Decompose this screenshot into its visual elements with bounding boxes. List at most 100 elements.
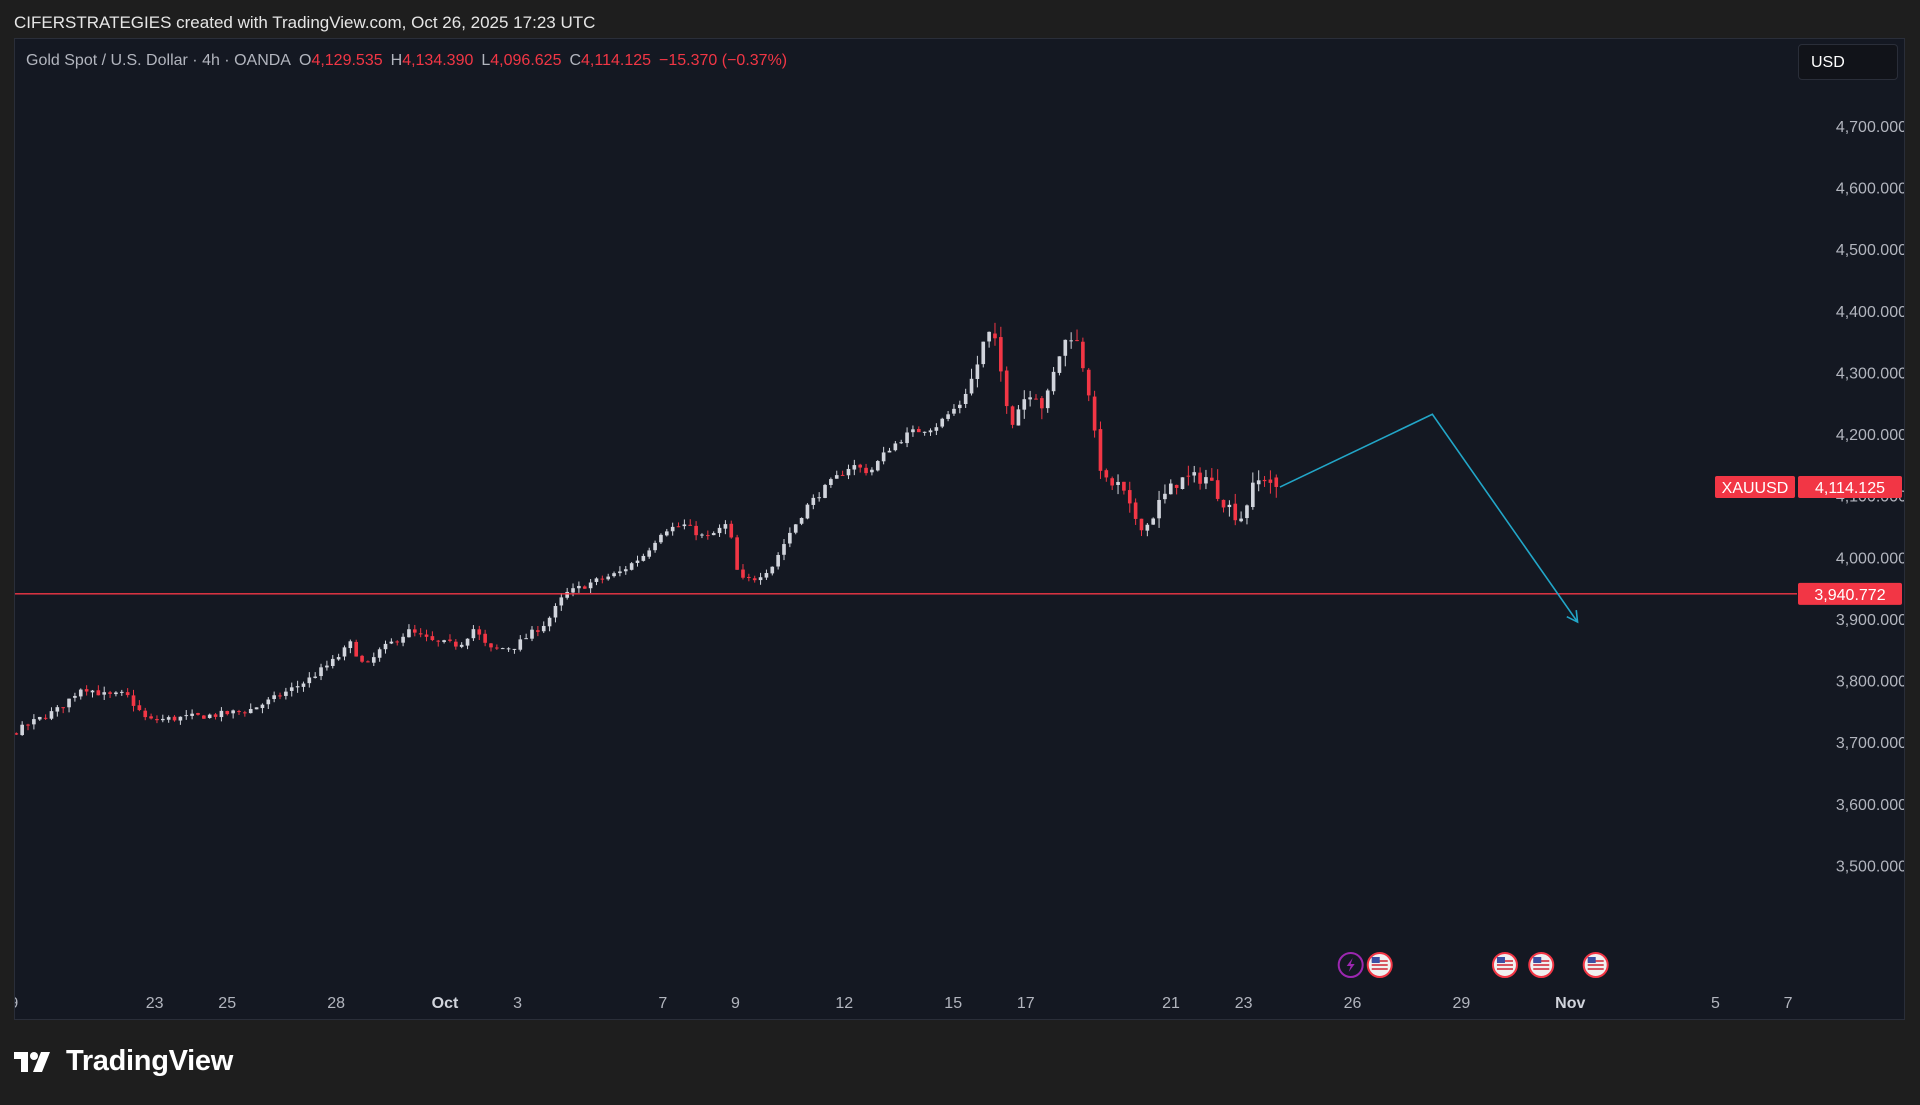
candle-body [506,648,511,650]
symbol-legend: Gold Spot / U.S. Dollar · 4h · OANDA O4,1… [26,52,787,70]
candle-body [1057,356,1062,373]
candle-body [489,643,493,648]
candle-body [442,640,446,643]
candle-body [465,638,470,646]
level-price-label: 3,940.772 [1814,587,1885,604]
candle-body [799,517,804,524]
candle-body [248,709,253,714]
candle-body [184,715,189,717]
candle-body [541,625,546,632]
legend-high-label: H [390,52,403,69]
legend-close-value: 4,114.125 [581,52,652,69]
candle-body [295,686,300,688]
tradingview-logo[interactable]: TradingView [14,1045,233,1078]
candle-body [1174,484,1179,488]
candle-body [1104,470,1109,478]
candle-body [530,629,534,639]
candle-body [289,687,294,691]
symbol-tag-label: XAUUSD [1722,480,1789,497]
flag-canton [1533,957,1542,963]
candle-body [635,560,640,563]
candle-body [67,698,71,708]
candle-body [172,716,177,721]
candle-body [471,629,476,639]
legend-low-value: 4,096.625 [490,52,562,69]
candle-body [1221,499,1226,508]
candle-body [711,533,716,536]
flag-canton [1371,957,1380,963]
candle-body [1245,505,1249,519]
candle-body [840,474,845,476]
candle-body [1081,341,1085,369]
candle-body [1069,340,1073,342]
candle-body [1040,398,1044,409]
legend-symbol[interactable]: Gold Spot / U.S. Dollar · 4h · OANDA [26,52,291,69]
x-tick-label: 23 [1235,995,1253,1012]
candle-body [448,639,452,641]
candle-body [1227,504,1232,508]
candle-body [1192,472,1197,476]
candle-body [1139,518,1144,531]
y-tick-label: 3,800.000 [1836,674,1904,691]
candle-body [477,629,482,635]
candle-body [612,573,616,577]
candle-body [401,636,405,643]
projection-path [1279,413,1579,623]
y-tick-label: 4,200.000 [1836,427,1904,444]
candle-body [782,544,786,555]
candle-body [899,442,904,444]
candle-body [1256,480,1261,485]
x-tick-label: Oct [432,995,459,1012]
y-tick-label: 4,400.000 [1836,304,1904,321]
y-tick-label: 4,600.000 [1836,181,1904,198]
candle-body [723,524,728,529]
price-chart[interactable]: 3,500.000 3,600.000 3,700.000 3,800.000 3,90… [15,39,1904,1019]
candle-body [1274,477,1279,487]
candle-body [213,714,218,717]
candle-body [1262,479,1267,482]
candle-body [829,479,833,485]
candle-body [565,591,569,598]
candle-body [1198,472,1202,484]
candle-body [969,378,974,394]
candle-body [1004,370,1009,407]
candle-body [20,724,24,736]
candle-body [946,414,950,419]
candle-body [676,526,681,528]
candle-body [1145,524,1150,531]
candle-body [1045,390,1050,409]
candle-body [149,716,153,719]
candle-body [418,633,423,635]
currency-selector-button[interactable]: USD [1798,44,1898,80]
candle-body [178,716,183,721]
candle-body [495,647,499,649]
candle-body [788,532,792,544]
y-tick-label: 3,900.000 [1836,612,1904,629]
candle-body [336,657,341,660]
candle-body [952,408,956,414]
candle-body [313,676,317,678]
candle-body [243,712,247,714]
candle-body [858,464,863,468]
legend-high-value: 4,134.390 [402,52,474,69]
candle-body [412,629,417,633]
candle-body [424,634,429,637]
candle-body [1151,518,1156,525]
candle-body [553,606,558,618]
candle-body [975,364,980,379]
candle-body [905,432,909,444]
candle-body [196,712,200,715]
candle-body [571,588,575,593]
candle-body [219,710,224,718]
chart-panel[interactable]: 3,500.000 3,600.000 3,700.000 3,800.000 3,90… [14,38,1905,1020]
candle-body [389,641,394,644]
candle-body [647,550,652,557]
flag-canton [1587,957,1596,963]
candle-body [459,644,464,647]
candle-body [190,713,194,716]
x-tick-label: 3 [513,995,522,1012]
x-tick-label: Nov [1555,995,1585,1012]
candle-body [366,661,370,663]
candle-body [1233,503,1238,521]
candle-body [1086,369,1091,396]
